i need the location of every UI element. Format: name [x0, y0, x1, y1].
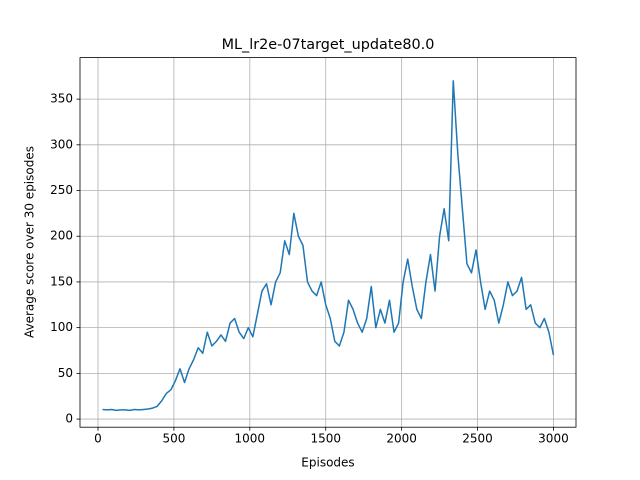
- y-tick-label: 300: [50, 137, 73, 151]
- y-tick-label: 100: [50, 320, 73, 334]
- x-tick-label: 2000: [386, 432, 417, 446]
- y-tick-label: 350: [50, 92, 73, 106]
- x-tick-label: 0: [94, 432, 102, 446]
- y-axis-label: Average score over 30 episodes: [23, 146, 37, 338]
- x-tick-label: 1000: [235, 432, 266, 446]
- plot-frame: [79, 57, 577, 428]
- y-tick-label: 50: [58, 366, 73, 380]
- y-tick-label: 150: [50, 274, 73, 288]
- x-tick-label: 3000: [538, 432, 569, 446]
- y-tick-label: 250: [50, 183, 73, 197]
- x-axis-label: Episodes: [301, 456, 354, 470]
- y-tick-label: 200: [50, 229, 73, 243]
- x-tick-label: 1500: [310, 432, 341, 446]
- chart-title: ML_lr2e-07target_update80.0: [222, 37, 435, 53]
- data-line: [102, 80, 555, 412]
- x-tick-label: 500: [162, 432, 185, 446]
- y-tick-label: 0: [65, 412, 73, 426]
- x-tick-label: 2500: [462, 432, 493, 446]
